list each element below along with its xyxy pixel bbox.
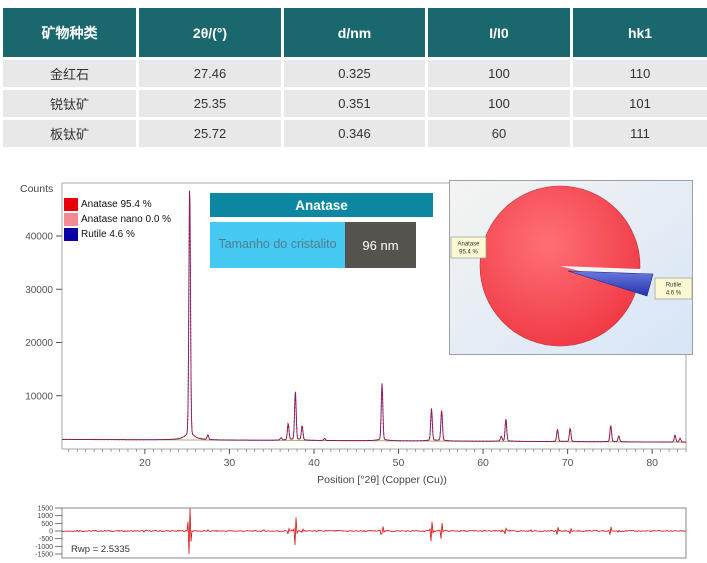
rwp-value: Rwp = 2.5335 bbox=[71, 544, 130, 555]
residual-panel: 1500 1000 500 0 -500 -1000 -1500 Rwp = 2.5335 bbox=[0, 490, 707, 563]
table-header-cell: 矿物种类 bbox=[0, 5, 139, 60]
table-cell: 0.325 bbox=[281, 57, 428, 90]
y-tick-label: 40000 bbox=[25, 232, 53, 243]
table-cell: 111 bbox=[570, 117, 707, 150]
annotation-phase-title: Anatase bbox=[210, 193, 433, 217]
table-header-row: 矿物种类 2θ/(°) d/nm I/I0 hk1 bbox=[0, 5, 707, 60]
table-cell: 板钛矿 bbox=[0, 117, 139, 150]
table-cell: 0.346 bbox=[281, 117, 428, 150]
table-cell: 27.46 bbox=[136, 57, 284, 90]
residual-y-tick-label: 1000 bbox=[37, 513, 53, 520]
table-cell: 金红石 bbox=[0, 57, 139, 90]
table-row: 锐钛矿 25.35 0.351 100 101 bbox=[0, 87, 707, 120]
table-row: 金红石 27.46 0.325 100 110 bbox=[0, 57, 707, 90]
table-cell: 60 bbox=[425, 117, 573, 150]
x-tick-label: 80 bbox=[646, 457, 658, 469]
table-body: 金红石 27.46 0.325 100 110 锐钛矿 25.35 0.351 100 101 板钛… bbox=[0, 57, 707, 150]
y-axis-title: Counts bbox=[20, 183, 54, 195]
pie-label-anatase-box bbox=[450, 236, 487, 259]
legend-item: Rutile 4.6 % bbox=[64, 227, 171, 242]
y-tick-label: 30000 bbox=[25, 285, 53, 296]
xrd-chart-panel: 10000 20000 30000 40000 20 30 40 50 60 70 80 Count… bbox=[0, 170, 707, 490]
table-cell: 0.351 bbox=[281, 87, 428, 120]
legend-label: Anatase 95.4 % bbox=[81, 199, 152, 210]
pie-label-rutile-box bbox=[654, 277, 693, 300]
table-row: 板钛矿 25.72 0.346 60 111 bbox=[0, 117, 707, 150]
x-tick-label: 20 bbox=[139, 457, 151, 469]
y-tick-label: 20000 bbox=[25, 338, 53, 349]
legend-swatch-icon bbox=[64, 228, 78, 241]
y-tick-label: 10000 bbox=[25, 391, 53, 402]
residual-frame bbox=[61, 507, 687, 559]
x-tick-label: 70 bbox=[562, 457, 574, 469]
x-tick-label: 40 bbox=[308, 457, 320, 469]
table-cell: 110 bbox=[570, 57, 707, 90]
annotation-size-value: 96 nm bbox=[345, 222, 416, 268]
table-header-cell: 2θ/(°) bbox=[136, 5, 284, 60]
phase-legend: Anatase 95.4 % Anatase nano 0.0 % Rutile 4… bbox=[64, 197, 171, 242]
residual-y-tick-label: 500 bbox=[41, 521, 53, 528]
residual-line bbox=[61, 507, 687, 555]
table-header-cell: d/nm bbox=[281, 5, 428, 60]
pie-label-rutile-value: 4.6 % bbox=[666, 291, 682, 297]
annotation-size-label: Tamanho do cristalito bbox=[210, 222, 345, 268]
phase-pie-chart: Anatase 95.4 % Rutile 4.6 % bbox=[449, 180, 693, 355]
residual-y-tick-label: -1000 bbox=[35, 544, 53, 551]
legend-swatch-icon bbox=[64, 213, 78, 226]
x-tick-label: 50 bbox=[393, 457, 405, 469]
table-cell: 锐钛矿 bbox=[0, 87, 139, 120]
mineral-table: 矿物种类 2θ/(°) d/nm I/I0 hk1 金红石 27.46 0.325 100 11… bbox=[0, 5, 707, 150]
x-axis-title: Position [°2θ] (Copper (Cu)) bbox=[317, 474, 447, 486]
pie-slice-rutile bbox=[567, 270, 654, 297]
residual-y-tick-label: -1500 bbox=[35, 552, 53, 559]
pie-label-rutile-name: Rutile bbox=[666, 283, 682, 289]
residual-y-tick-label: 1500 bbox=[37, 506, 53, 513]
table-cell: 101 bbox=[570, 87, 707, 120]
table-header-cell: I/I0 bbox=[425, 5, 573, 60]
residual-y-tick-label: 0 bbox=[49, 529, 53, 536]
table-cell: 100 bbox=[425, 87, 573, 120]
x-tick-label: 60 bbox=[477, 457, 489, 469]
residual-y-tick-label: -500 bbox=[39, 536, 53, 543]
x-tick-label: 30 bbox=[224, 457, 236, 469]
legend-label: Anatase nano 0.0 % bbox=[81, 214, 172, 225]
table-cell: 100 bbox=[425, 57, 573, 90]
legend-item: Anatase nano 0.0 % bbox=[64, 212, 171, 227]
pie-label-anatase-value: 95.4 % bbox=[459, 250, 478, 256]
table-cell: 25.35 bbox=[136, 87, 284, 120]
legend-label: Rutile 4.6 % bbox=[81, 229, 135, 240]
pie-label-anatase-name: Anatase bbox=[457, 242, 480, 248]
legend-item: Anatase 95.4 % bbox=[64, 197, 171, 212]
phase-pie-inset: Anatase 95.4 % Rutile 4.6 % bbox=[449, 180, 693, 355]
legend-swatch-icon bbox=[64, 198, 78, 211]
observed-pattern-line bbox=[62, 190, 686, 443]
table-header-cell: hk1 bbox=[570, 5, 707, 60]
table-cell: 25.72 bbox=[136, 117, 284, 150]
